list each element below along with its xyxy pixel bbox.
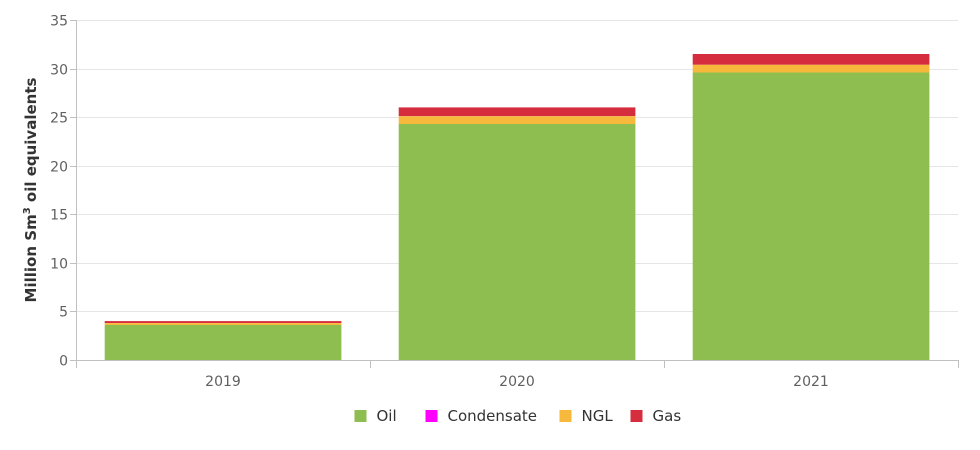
y-axis-label: Million Sm3 oil equivalents [22, 78, 40, 303]
bar-segment-oil-2020[interactable] [398, 123, 636, 361]
y-tick-label: 25 [50, 111, 68, 127]
bar-segment-ngl-2020[interactable] [398, 116, 636, 124]
y-tick-label: 10 [50, 257, 68, 273]
y-tick-label: 15 [50, 208, 68, 224]
y-tick-label: 35 [50, 14, 68, 30]
bars [104, 54, 930, 361]
bar-segment-gas-2019[interactable] [104, 321, 342, 323]
axes: 0 5 10 15 20 25 30 35 2019 2020 2021 [50, 14, 959, 390]
bar-segment-ngl-2021[interactable] [692, 64, 930, 73]
y-tick-label: 5 [59, 305, 68, 321]
legend-label: Gas [653, 407, 682, 425]
y-axis-label-superscript: 3 [22, 207, 33, 214]
bar-segment-gas-2020[interactable] [398, 107, 636, 117]
legend-item-gas[interactable]: Gas [630, 407, 682, 425]
legend-label: Condensate [448, 407, 538, 425]
legend-item-oil[interactable]: Oil [354, 407, 397, 425]
legend-label: NGL [582, 407, 614, 425]
y-tick-label: 0 [59, 354, 68, 370]
bar-segment-ngl-2019[interactable] [104, 323, 342, 325]
y-tick-label: 30 [50, 63, 68, 79]
x-tick-label: 2019 [205, 374, 241, 390]
legend-swatch [354, 410, 367, 422]
legend-swatch [559, 410, 572, 422]
legend-item-condensate[interactable]: Condensate [425, 407, 538, 425]
y-tick-label: 20 [50, 160, 68, 176]
legend: Oil Condensate NGL Gas [354, 407, 682, 425]
legend-swatch [425, 410, 438, 422]
x-tick-label: 2021 [793, 374, 829, 390]
x-tick-label: 2020 [499, 374, 535, 390]
bar-segment-oil-2021[interactable] [692, 72, 930, 361]
legend-swatch [630, 410, 643, 422]
legend-item-ngl[interactable]: NGL [559, 407, 614, 425]
legend-label: Oil [377, 407, 397, 425]
bar-segment-gas-2021[interactable] [692, 54, 930, 65]
bar-segment-oil-2019[interactable] [104, 325, 342, 360]
